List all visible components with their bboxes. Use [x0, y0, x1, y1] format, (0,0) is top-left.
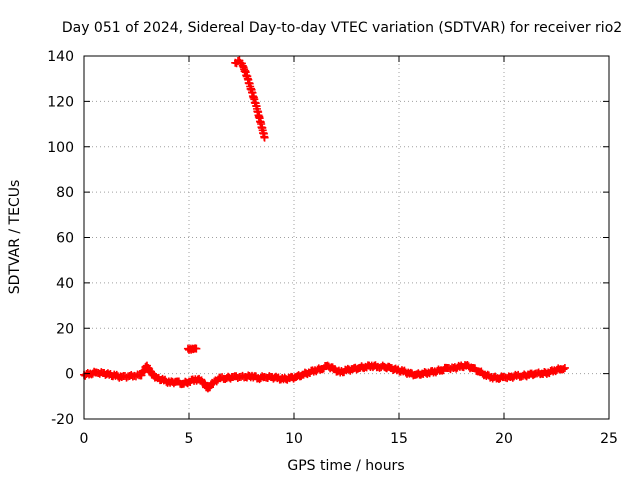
x-tick-label: 0	[80, 431, 89, 447]
y-tick-label: 0	[65, 367, 74, 383]
x-tick-label: 10	[285, 431, 303, 447]
y-axis-label: SDTVAR / TECUs	[7, 180, 23, 295]
data-point	[260, 133, 269, 142]
y-tick-label: 20	[56, 321, 74, 337]
y-tick-label: 60	[56, 231, 74, 247]
x-tick-label: 25	[600, 431, 618, 447]
y-tick-label: 100	[47, 140, 74, 156]
chart-title: Day 051 of 2024, Sidereal Day-to-day VTE…	[62, 20, 622, 36]
x-tick-label: 20	[495, 431, 513, 447]
plot-frame	[83, 55, 610, 420]
data-point	[560, 363, 569, 372]
y-tick-label: 140	[47, 49, 74, 65]
y-tick-label: 40	[56, 276, 74, 292]
data-point	[559, 365, 568, 374]
x-tick-label: 15	[390, 431, 408, 447]
y-tick-label: 120	[47, 94, 74, 110]
y-tick-label: -20	[51, 412, 74, 428]
axis-ticks: 0 5 10 15 20 25 -20 0 20 40 60 80 100 120 140	[47, 49, 618, 447]
x-tick-label: 5	[185, 431, 194, 447]
data-points	[80, 56, 569, 393]
y-tick-label: 80	[56, 185, 74, 201]
grid-lines	[84, 56, 609, 419]
data-point	[192, 344, 201, 353]
x-axis-label: GPS time / hours	[287, 458, 404, 474]
